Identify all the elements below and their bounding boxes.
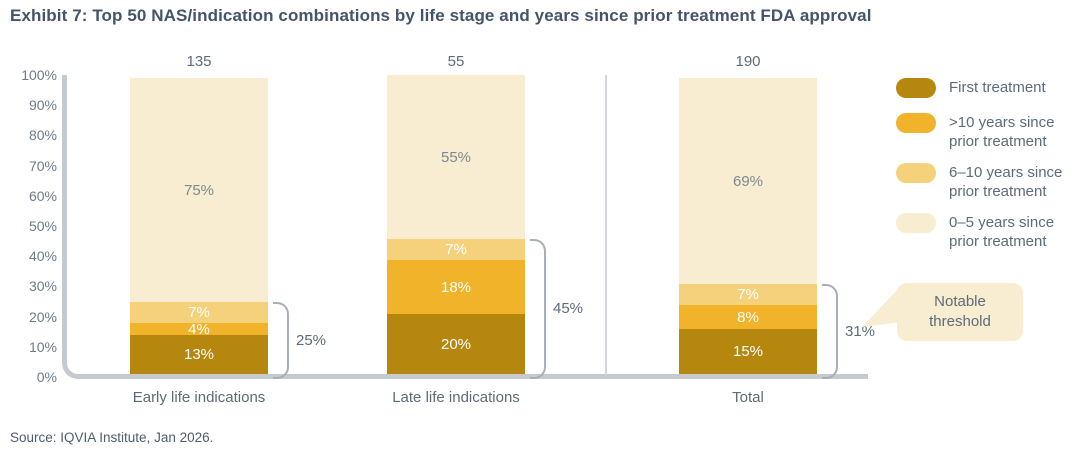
y-axis-tick: 30% xyxy=(28,278,57,295)
legend-swatch-0-5-years xyxy=(896,213,936,233)
legend-label-0-5-years: 0–5 years since prior treatment xyxy=(949,214,1055,250)
legend-swatch-gt-10-years xyxy=(896,113,936,133)
bar-segment-gt-10-years: 4% xyxy=(130,321,268,338)
legend-item-0-5-years: 0–5 years since prior treatment xyxy=(896,213,1071,251)
y-axis-tick: 80% xyxy=(28,127,57,144)
bar-total-late-life: 55 xyxy=(447,53,465,70)
source-note: Source: IQVIA Institute, Jan 2026. xyxy=(10,430,214,445)
bracket-value-total: 31% xyxy=(845,322,876,340)
axis-line xyxy=(62,75,868,379)
section-divider-line xyxy=(605,75,607,375)
y-axis-tick: 70% xyxy=(28,157,57,174)
legend-item-gt-10-years: >10 years since prior treatment xyxy=(896,113,1071,151)
y-axis-tick: 60% xyxy=(28,187,57,204)
y-axis-tick: 50% xyxy=(28,218,57,234)
legend-swatch-first-treatment xyxy=(896,78,936,98)
threshold-bracket-early-life xyxy=(273,302,289,379)
bar-segment-6-10-years: 7% xyxy=(679,284,817,306)
legend-item-first-treatment: First treatment xyxy=(896,78,1071,98)
legend-item-6-10-years: 6–10 years since prior treatment xyxy=(896,163,1071,201)
bracket-value-early-life: 25% xyxy=(296,331,327,349)
bracket-value-late-life: 45% xyxy=(553,300,584,318)
x-axis-label-total: Total xyxy=(732,389,764,406)
bar-total-early-life: 135 xyxy=(186,53,212,70)
y-axis-tick: 10% xyxy=(28,338,57,355)
y-axis-tick: 20% xyxy=(28,308,57,325)
stacked-bar-total: 15% 8% 7% 69% xyxy=(679,78,817,374)
legend-label-6-10-years: 6–10 years since prior treatment xyxy=(949,164,1063,200)
bar-segment-first-treatment: 13% xyxy=(130,335,268,374)
x-axis-label-late-life: Late life indications xyxy=(392,389,520,406)
bar-segment-first-treatment: 15% xyxy=(679,329,817,374)
legend-label-first-treatment: First treatment xyxy=(949,79,1046,96)
legend-label-gt-10-years: >10 years since prior treatment xyxy=(949,114,1055,150)
x-axis-label-early-life: Early life indications xyxy=(132,389,266,406)
y-axis-tick: 0% xyxy=(36,369,57,385)
bar-segment-0-5-years: 75% xyxy=(130,78,268,303)
exhibit-title: Exhibit 7: Top 50 NAS/indication combina… xyxy=(10,6,872,25)
bar-segment-0-5-years: 55% xyxy=(387,75,525,240)
y-axis-tick: 90% xyxy=(28,97,57,114)
threshold-bracket-total xyxy=(822,284,838,379)
y-axis-tick: 100% xyxy=(21,67,57,83)
bar-segment-gt-10-years: 8% xyxy=(679,305,817,330)
stacked-bar-late-life: 20% 18% 7% 55% xyxy=(387,75,525,374)
bar-segment-gt-10-years: 18% xyxy=(387,260,525,315)
stacked-bar-early-life: 13% 4% 7% 75% xyxy=(130,78,268,374)
bar-segment-0-5-years: 69% xyxy=(679,78,817,285)
bar-segment-6-10-years: 7% xyxy=(130,302,268,324)
legend-swatch-6-10-years xyxy=(896,163,936,183)
bar-total-total: 190 xyxy=(735,53,761,70)
bar-segment-first-treatment: 20% xyxy=(387,314,525,374)
threshold-bracket-late-life xyxy=(530,239,546,379)
notable-threshold-callout: Notable threshold xyxy=(897,283,1023,341)
bar-segment-6-10-years: 7% xyxy=(387,239,525,261)
y-axis-tick: 40% xyxy=(28,248,57,265)
